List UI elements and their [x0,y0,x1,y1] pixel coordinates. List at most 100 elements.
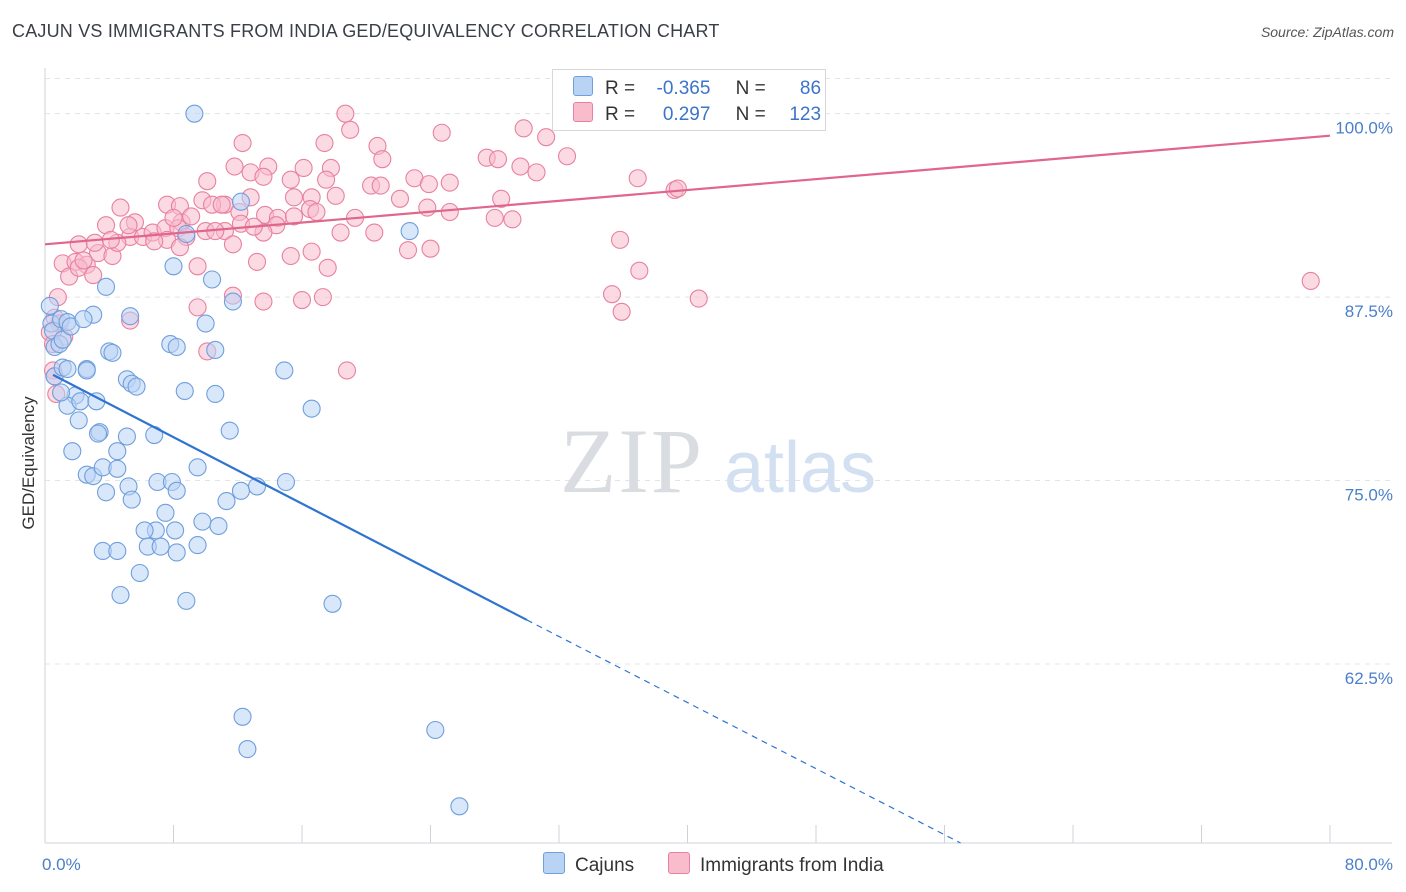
cajun-point [108,442,127,461]
india-point [119,216,138,235]
cajun-point [69,411,88,430]
cajun-point [96,483,116,502]
india-point [337,361,357,380]
india-point [182,207,201,226]
india-point [527,163,546,182]
india-point [628,169,647,188]
watermark-zip: ZIP [560,410,704,512]
india-point [294,158,313,178]
india-point [198,172,217,191]
cajun-point [276,472,295,492]
bottom-legend-india: Immigrants from India [668,852,884,877]
cajun-point [53,330,72,349]
india-point [331,223,350,242]
india-point [440,202,459,222]
india-point [145,232,164,251]
cajun-point [96,277,116,296]
cajun-point [223,292,242,311]
bottom-legend-swatch-cajuns [543,852,565,874]
india-point [188,298,207,317]
cajun-point [167,337,186,357]
cajun-point [108,541,127,561]
cajun-point [203,270,222,289]
cajun-trend-line [52,373,528,621]
india-point [317,170,336,189]
cajun-point [323,594,342,613]
india-point [318,258,337,277]
cajun-point [167,481,186,500]
axes [44,68,1392,844]
cajun-point [40,296,59,315]
india-point [421,239,440,258]
y-tick-label: 75.0% [1345,486,1393,505]
cajun-point [275,361,294,380]
cajun-point [127,377,146,396]
cajun-point [302,399,321,418]
india-point [365,223,384,242]
india-point [514,119,533,138]
legend-r-value-cajuns: -0.365 [656,78,711,99]
india-point [223,235,242,254]
cajun-point [156,503,175,522]
india-point [373,150,392,169]
cajun-point [217,492,236,511]
cajun-point [231,481,251,500]
cajun-point [193,512,212,531]
y-tick-label: 87.5% [1345,302,1393,321]
india-point [602,285,622,304]
legend-swatch-cajuns [573,76,593,96]
india-point [326,186,345,205]
india-point [336,104,355,123]
india-point [488,150,508,169]
cajun-point [52,383,71,402]
cajun-point [400,222,419,241]
india-point [69,235,88,254]
watermark-atlas: atlas [724,428,876,508]
india-point [164,208,183,227]
india-point [485,208,504,227]
cajun-point [185,104,204,123]
cajun-point [130,563,149,583]
india-point [247,252,267,271]
cajun-point [122,490,141,509]
india-point [225,157,244,176]
x-tick-label-max: 80.0% [1345,855,1393,874]
india-point [432,123,451,142]
india-point [668,179,687,198]
india-point [254,292,273,311]
bottom-legend-swatch-india [668,852,690,874]
cajun-point [63,442,82,461]
cajun-point [74,310,93,329]
x-tick-label-min: 0.0% [42,855,81,874]
legend-swatch-india [573,102,593,122]
cajun-point [103,343,122,362]
india-point [302,242,321,261]
india-point [74,251,93,270]
india-point [1301,271,1320,291]
cajun-point [166,521,185,540]
cajun-point [121,307,140,326]
trend-lines [44,134,1331,844]
india-point [111,198,130,217]
india-point [503,210,522,229]
series-cajun-points [40,104,469,816]
india-point [390,189,410,208]
india-point [307,202,326,222]
india-point [188,257,207,276]
india-point [212,195,231,214]
source-label: Source: ZipAtlas.com [1260,24,1394,40]
india-point [610,230,630,249]
legend-n-value-india: 123 [789,104,822,125]
cajun-point [58,359,77,379]
cajun-point [167,543,186,562]
y-axis-label: GED/Equivalency [19,396,38,530]
india-point [233,133,252,153]
india-point [313,288,332,307]
india-point [84,266,103,285]
cajun-point [88,424,108,443]
cajun-point [111,585,130,605]
india-point [284,207,304,226]
india-point [537,128,556,147]
india-point [398,241,418,260]
